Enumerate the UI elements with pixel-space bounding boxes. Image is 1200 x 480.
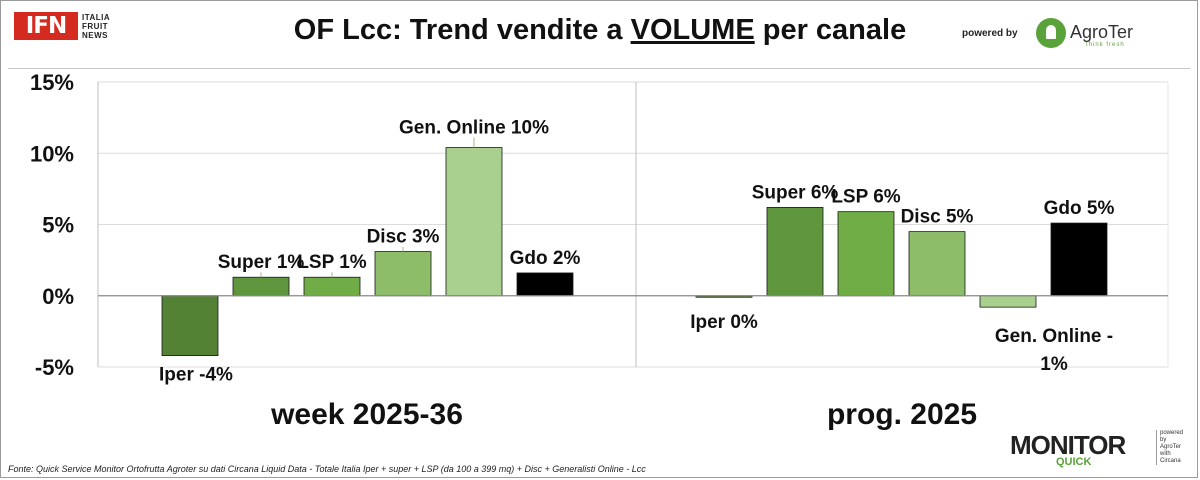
monitor-quick-logo: MONITOR QUICK powered by AgroTer with Ci… <box>1010 430 1190 472</box>
agroter-tagline: think fresh <box>1086 42 1125 48</box>
agroter-logo: AgroTer think fresh <box>1036 18 1136 50</box>
bar-disc <box>908 231 966 297</box>
data-label: Gen. Online 10% <box>399 118 549 139</box>
y-tick-label: 0% <box>42 284 74 309</box>
data-label: LSP 6% <box>831 187 900 208</box>
data-label: Gdo 5% <box>1044 198 1115 219</box>
agroter-name: AgroTer <box>1070 22 1134 42</box>
title-prefix: OF Lcc: Trend vendite a <box>293 14 631 46</box>
bar-gen-online <box>445 147 503 297</box>
data-label: Gen. Online - <box>995 326 1113 347</box>
panel-label: week 2025-36 <box>270 398 463 431</box>
data-label: Gdo 2% <box>510 248 581 269</box>
monitor-quick: QUICK <box>1056 456 1092 468</box>
data-label: LSP 1% <box>297 252 366 273</box>
ifn-side-3: NEWS <box>82 31 108 40</box>
monitor-powered-4: Circana <box>1160 458 1181 464</box>
powered-by-label: powered by <box>962 28 1018 39</box>
bar-iper <box>161 295 219 356</box>
bar-gen-online <box>979 295 1037 308</box>
ifn-side-1: ITALIA <box>82 13 111 22</box>
header-divider <box>8 68 1190 69</box>
bar-gdo <box>1050 222 1108 297</box>
tree-icon <box>1036 18 1066 48</box>
y-tick-label: 15% <box>30 70 74 95</box>
data-label: Disc 5% <box>901 207 974 228</box>
data-label: Iper 0% <box>690 312 758 333</box>
bar-disc <box>374 251 432 297</box>
monitor-powered: powered by AgroTer with Circana <box>1156 430 1190 465</box>
monitor-powered-1: powered by <box>1160 430 1184 443</box>
monitor-word: MONITOR <box>1010 430 1126 460</box>
ifn-side-2: FRUIT <box>82 22 109 31</box>
ifn-logo-text: ITALIA FRUIT NEWS <box>82 13 110 40</box>
ifn-logo-mark: IFN <box>14 12 78 40</box>
bar-gdo <box>516 272 574 297</box>
title-suffix: per canale <box>754 14 907 46</box>
bar-lsp <box>837 211 895 297</box>
data-label-continued: 1% <box>1040 354 1068 375</box>
bar-super <box>232 276 290 297</box>
monitor-powered-2: AgroTer <box>1160 444 1182 450</box>
chart-title: OF Lcc: Trend vendite a VOLUME per canal… <box>0 14 1200 47</box>
y-tick-label: -5% <box>35 355 74 380</box>
bar-lsp <box>303 276 361 297</box>
source-note: Fonte: Quick Service Monitor Ortofrutta … <box>8 464 646 474</box>
ifn-logo: IFN ITALIA FRUIT NEWS <box>14 12 126 40</box>
title-emphasis: VOLUME <box>630 14 755 46</box>
y-tick-label: 5% <box>42 213 74 238</box>
y-tick-label: 10% <box>30 141 74 166</box>
panel-label: prog. 2025 <box>827 398 977 431</box>
data-label: Super 1% <box>218 252 305 273</box>
data-label: Iper -4% <box>159 365 233 386</box>
data-label: Super 6% <box>752 182 839 203</box>
monitor-powered-3: with <box>1160 451 1171 457</box>
bar-super <box>766 206 824 297</box>
data-label: Disc 3% <box>367 227 440 248</box>
